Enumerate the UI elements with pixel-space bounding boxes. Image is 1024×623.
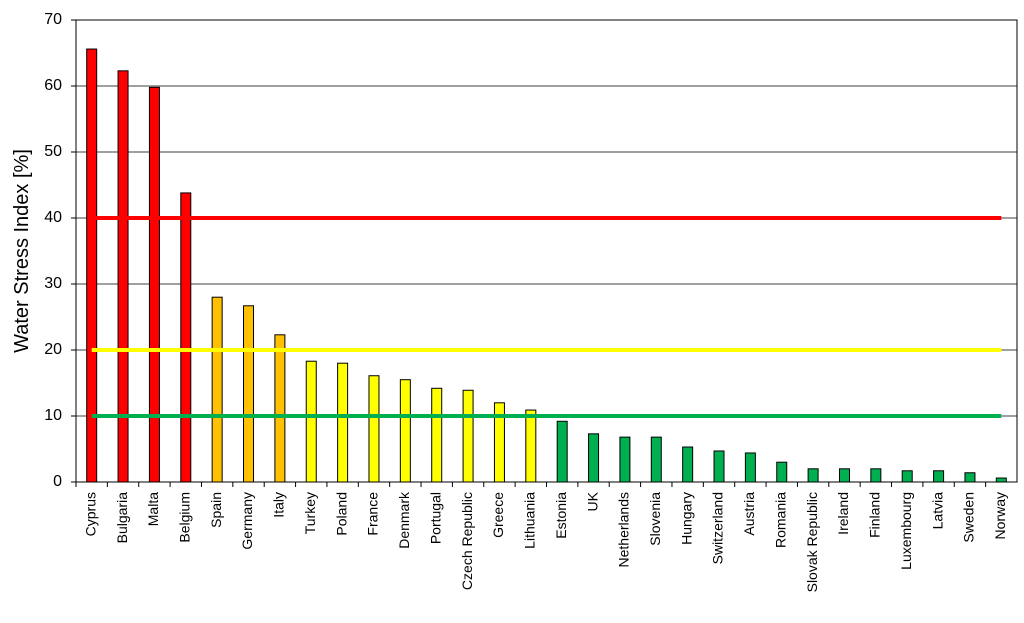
bar — [117, 70, 129, 483]
bar — [431, 387, 443, 483]
y-tick-label: 50 — [44, 143, 62, 160]
x-tick-label: Spain — [208, 492, 224, 528]
x-tick-label: Czech Republic — [459, 492, 475, 590]
bar — [462, 389, 474, 483]
x-tick-label: Denmark — [396, 491, 412, 549]
x-tick-label: Switzerland — [710, 492, 726, 564]
x-tick-label: Romania — [772, 492, 788, 548]
x-tick-label: UK — [584, 491, 600, 511]
bar — [86, 48, 98, 483]
x-tick-label: Sweden — [961, 492, 977, 543]
x-tick-label: Slovak Republic — [804, 492, 820, 592]
y-tick-label: 40 — [44, 209, 62, 226]
x-tick-label: Lithuania — [522, 492, 538, 549]
x-tick-label: Slovenia — [647, 492, 663, 546]
y-tick-label: 30 — [44, 275, 62, 292]
bar — [337, 362, 349, 483]
bar — [650, 436, 662, 483]
x-tick-label: Austria — [741, 492, 757, 536]
x-tick-label: Poland — [333, 492, 349, 536]
y-tick-label: 60 — [44, 77, 62, 94]
bar — [964, 472, 976, 483]
bar — [682, 446, 694, 483]
bar — [274, 334, 286, 483]
bar — [776, 461, 788, 483]
x-tick-label: Latvia — [929, 492, 945, 530]
x-tick-label: Italy — [271, 492, 287, 518]
bar — [933, 470, 945, 483]
x-tick-label: France — [365, 492, 381, 536]
bar — [588, 433, 600, 483]
bar — [807, 468, 819, 483]
bar — [493, 402, 505, 483]
x-tick-label: Estonia — [553, 492, 569, 539]
bar — [619, 436, 631, 483]
bar — [399, 379, 411, 483]
bar — [556, 420, 568, 483]
x-tick-label: Portugal — [427, 492, 443, 544]
x-tick-label: Netherlands — [616, 492, 632, 568]
bar — [838, 468, 850, 483]
bar — [243, 305, 255, 483]
bar — [368, 375, 380, 483]
bar — [148, 86, 160, 483]
x-tick-label: Hungary — [678, 492, 694, 545]
y-tick-label: 10 — [44, 407, 62, 424]
bar — [995, 477, 1007, 483]
x-tick-label: Greece — [490, 492, 506, 538]
bar — [744, 452, 756, 483]
x-tick-label: Cyprus — [82, 492, 98, 536]
x-tick-label: Malta — [145, 492, 161, 526]
x-tick-label: Norway — [992, 492, 1008, 539]
x-tick-label: Luxembourg — [898, 492, 914, 570]
y-tick-label: 20 — [44, 341, 62, 358]
y-tick-label: 70 — [44, 11, 62, 28]
y-axis-title: Water Stress Index [%] — [11, 149, 33, 353]
x-tick-label: Bulgaria — [114, 492, 130, 544]
bar — [901, 470, 913, 483]
bar — [870, 468, 882, 483]
x-tick-label: Belgium — [176, 492, 192, 543]
x-tick-label: Turkey — [302, 492, 318, 534]
bar — [211, 296, 223, 483]
bar — [180, 192, 192, 483]
x-tick-label: Ireland — [835, 492, 851, 535]
x-tick-label: Germany — [239, 492, 255, 550]
bar — [305, 360, 317, 483]
bar — [525, 409, 537, 483]
bar — [713, 450, 725, 483]
x-tick-label: Finland — [867, 492, 883, 538]
y-tick-label: 0 — [53, 473, 62, 490]
